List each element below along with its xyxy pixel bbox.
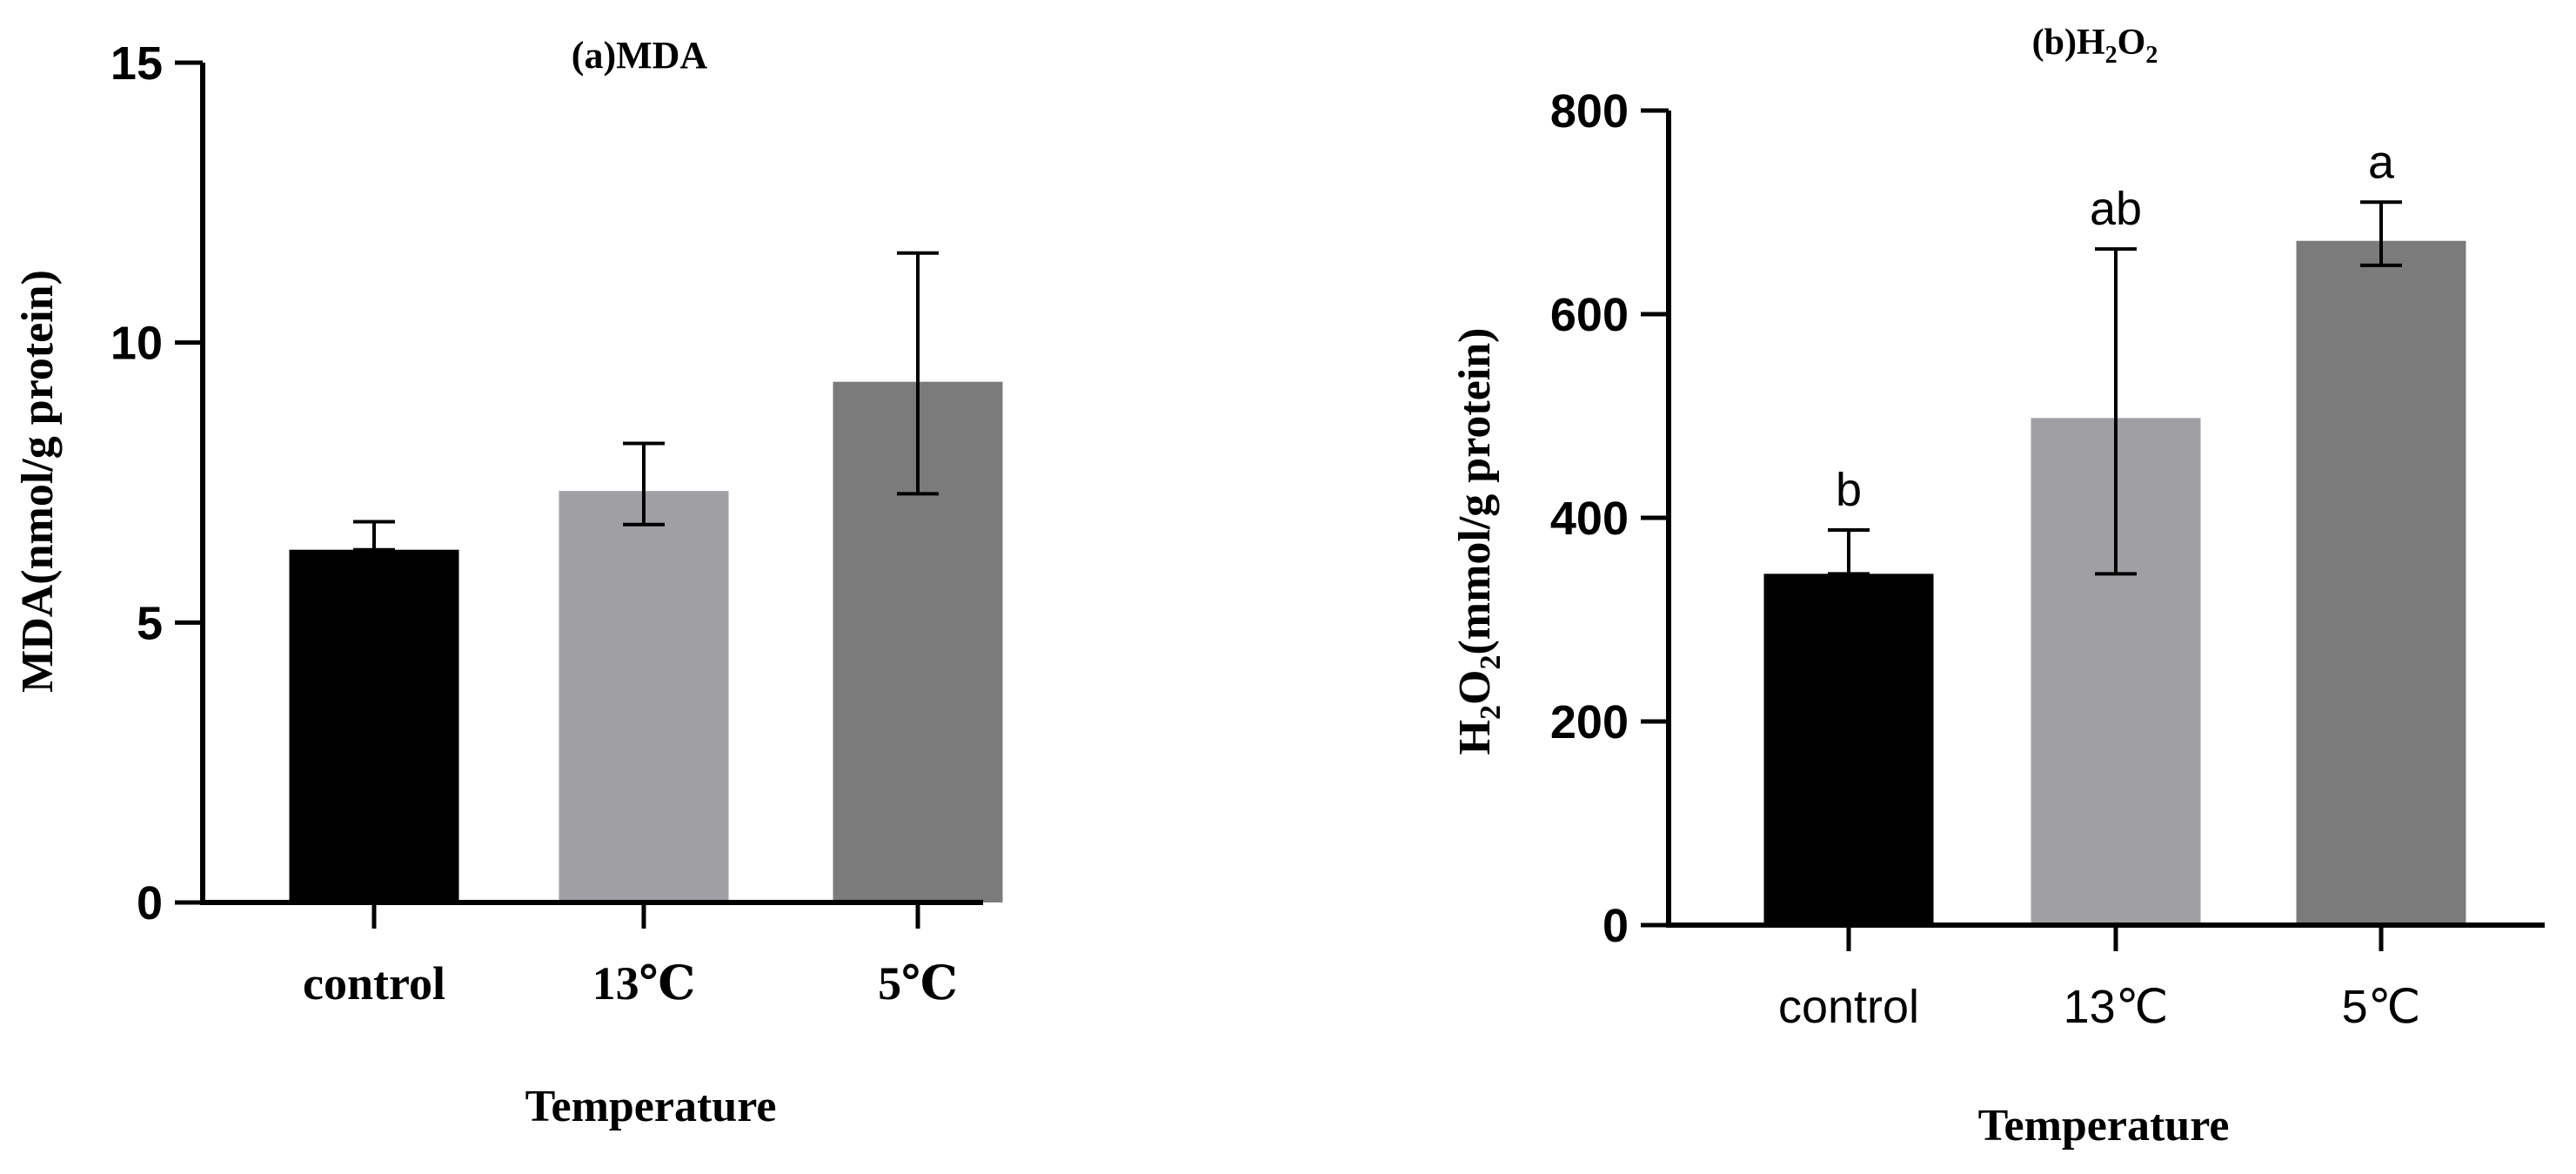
panel-a-title: (a)MDA	[572, 34, 708, 77]
y-tick-label: 800	[1550, 85, 1629, 138]
panel-b-bars	[1763, 240, 2466, 926]
y-tick-label: 0	[1602, 900, 1629, 952]
panel-a-x-ticks: control 13℃ 5℃	[303, 902, 958, 1010]
error-bar	[353, 520, 395, 552]
y-tick-label: 400	[1550, 493, 1629, 545]
error-bar	[897, 251, 939, 496]
panel-b-h2o2: (b)H2O2 H2O2(mmol/g protein) b ab a 0 200 40…	[1450, 23, 2545, 1151]
panel-a-ylabel: MDA(nmol/g protein)	[13, 270, 63, 693]
y-tick-label: 5	[137, 597, 163, 649]
error-bar	[2095, 247, 2137, 576]
panel-b-x-ticks: control 13℃ 5℃	[1778, 925, 2420, 1033]
panel-b-xlabel: Temperature	[1978, 1101, 2230, 1151]
panel-a-xlabel: Temperature	[525, 1082, 777, 1131]
panel-a-bars	[289, 381, 1003, 902]
bar-5℃	[2296, 240, 2466, 925]
x-tick-label: control	[303, 957, 445, 1010]
y-tick-label: 200	[1550, 696, 1629, 748]
panel-a-error-bars	[353, 251, 939, 552]
x-tick-label: 13℃	[2064, 981, 2169, 1033]
x-tick-label: control	[1778, 981, 1919, 1033]
panel-b-ylabel: H2O2(mmol/g protein)	[1450, 328, 1507, 755]
y-tick-label: 600	[1550, 289, 1629, 341]
y-tick-label: 15	[110, 37, 163, 90]
panel-b-title: (b)H2O2	[2032, 23, 2158, 69]
error-bar	[2360, 200, 2402, 267]
y-tick-label: 0	[137, 877, 163, 929]
panel-a-y-ticks: 0 5 10 15	[110, 37, 203, 929]
bar-control	[289, 549, 459, 902]
x-tick-label: 5℃	[2342, 981, 2421, 1033]
panel-b-y-ticks: 0 200 400 600 800	[1550, 85, 1669, 952]
significance-label: ab	[2090, 183, 2142, 235]
error-bar	[1828, 528, 1870, 576]
y-tick-label: 10	[110, 318, 163, 370]
panel-b-error-bars	[1828, 200, 2402, 576]
panel-b-significance-labels: b ab a	[1836, 136, 2395, 516]
bar-control	[1763, 574, 1934, 925]
significance-label: b	[1836, 464, 1862, 516]
bar-13℃	[559, 491, 729, 902]
panel-a-mda: (a)MDA MDA(nmol/g protein) 0 5 10 15 contro…	[13, 34, 1003, 1131]
x-tick-label: 13℃	[592, 957, 696, 1010]
x-tick-label: 5℃	[878, 957, 958, 1010]
error-bar	[623, 441, 665, 527]
significance-label: a	[2368, 136, 2395, 188]
